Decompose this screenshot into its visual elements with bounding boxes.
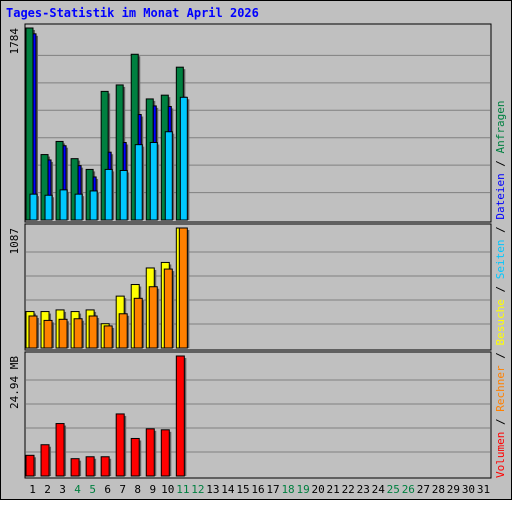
- bar-rechner-4: [73, 318, 83, 349]
- bar-seiten-6: [104, 168, 113, 221]
- bar-rechner-10: [163, 268, 173, 349]
- legend-separator: /: [494, 346, 507, 366]
- x-tick-label: 17: [266, 483, 279, 496]
- x-tick-label: 24: [372, 483, 386, 496]
- x-tick-label: 23: [357, 483, 370, 496]
- x-tick-label: 10: [161, 483, 174, 496]
- legend-item-besuche: Besuche: [494, 299, 507, 345]
- x-tick-label: 2: [44, 483, 51, 496]
- x-tick-label: 12: [191, 483, 204, 496]
- bar-volumen-6: [100, 456, 110, 477]
- x-tick-label: 20: [312, 483, 325, 496]
- panel-hits: 1784: [8, 23, 492, 223]
- legend-item-anfragen: Anfragen: [494, 100, 507, 153]
- bar-rechner-3: [58, 318, 68, 349]
- x-tick-label: 21: [327, 483, 340, 496]
- x-tick-label: 29: [447, 483, 460, 496]
- bar-seiten-8: [134, 144, 143, 221]
- bar-volumen-10: [160, 429, 170, 477]
- bar-volumen-2: [40, 444, 50, 477]
- x-tick-label: 30: [462, 483, 475, 496]
- bar-rechner-6: [103, 325, 113, 349]
- legend-item-dateien: Dateien: [494, 173, 507, 219]
- legend-separator: /: [494, 220, 507, 240]
- bar-seiten-4: [74, 193, 83, 221]
- x-tick-label: 7: [119, 483, 126, 496]
- x-tick-label: 28: [432, 483, 445, 496]
- chart-title: Tages-Statistik im Monat April 2026: [6, 6, 259, 20]
- panel-max-label: 1087: [8, 228, 21, 255]
- bar-anfragen-1: [25, 27, 34, 221]
- bar-volumen-4: [70, 458, 80, 477]
- x-tick-label: 4: [74, 483, 81, 496]
- x-tick-label: 15: [236, 483, 249, 496]
- x-tick-label: 6: [104, 483, 111, 496]
- legend: Volumen / Rechner / Besuche / Seiten / D…: [494, 100, 507, 478]
- legend-text: Volumen / Rechner / Besuche / Seiten / D…: [494, 100, 507, 478]
- panel-kbytes: 24.94 MB: [8, 351, 492, 479]
- x-tick-label: 18: [281, 483, 294, 496]
- x-tick-label: 1: [29, 483, 36, 496]
- bar-seiten-2: [44, 194, 53, 221]
- legend-separator: /: [494, 412, 507, 432]
- bar-rechner-2: [43, 319, 53, 349]
- bar-rechner-7: [118, 313, 128, 349]
- x-tick-label: 27: [417, 483, 430, 496]
- legend-separator: /: [494, 279, 507, 299]
- bar-rechner-11: [178, 227, 188, 349]
- bar-volumen-9: [145, 428, 155, 477]
- x-tick-label: 26: [402, 483, 415, 496]
- legend-item-rechner: Rechner: [494, 365, 507, 412]
- bar-rechner-9: [148, 286, 158, 349]
- bar-seiten-9: [149, 142, 158, 221]
- x-tick-label: 19: [296, 483, 309, 496]
- x-tick-label: 5: [89, 483, 96, 496]
- bar-volumen-7: [115, 413, 125, 477]
- x-tick-label: 3: [59, 483, 66, 496]
- bar-rechner-8: [133, 297, 143, 349]
- bar-volumen-8: [130, 437, 140, 477]
- x-tick-label: 14: [221, 483, 235, 496]
- x-tick-label: 13: [206, 483, 219, 496]
- x-tick-label: 25: [387, 483, 400, 496]
- panel-max-label: 24.94 MB: [8, 356, 21, 409]
- bar-seiten-5: [89, 190, 98, 221]
- legend-item-volumen: Volumen: [494, 432, 507, 478]
- legend-separator: /: [494, 153, 507, 173]
- x-tick-label: 31: [477, 483, 490, 496]
- bar-seiten-1: [29, 193, 38, 221]
- x-tick-label: 16: [251, 483, 264, 496]
- bar-volumen-11: [175, 355, 185, 477]
- x-axis-labels: 1 2 3 4 5 6 7 8 9 10 11 12 13 14 15 16 17 18 19 20 21 22 23 24 2…: [29, 483, 490, 496]
- bar-rechner-5: [88, 315, 98, 349]
- x-tick-label: 22: [342, 483, 355, 496]
- bar-seiten-7: [119, 169, 128, 221]
- panel-visits: 1087: [8, 223, 492, 351]
- x-tick-label: 9: [149, 483, 156, 496]
- panels-layer: 1784 1087 24.94 MB: [8, 23, 492, 479]
- bar-seiten-3: [59, 189, 68, 221]
- bar-volumen-1: [25, 454, 35, 477]
- bar-volumen-3: [55, 423, 65, 477]
- bar-volumen-5: [85, 456, 95, 477]
- bar-rechner-1: [28, 315, 38, 349]
- x-tick-label: 11: [176, 483, 189, 496]
- bar-seiten-10: [164, 131, 173, 221]
- bar-dateien-1: [32, 33, 37, 221]
- panel-max-label: 1784: [8, 28, 21, 55]
- x-tick-label: 8: [134, 483, 141, 496]
- legend-item-seiten: Seiten: [494, 240, 507, 280]
- bar-seiten-11: [179, 96, 188, 221]
